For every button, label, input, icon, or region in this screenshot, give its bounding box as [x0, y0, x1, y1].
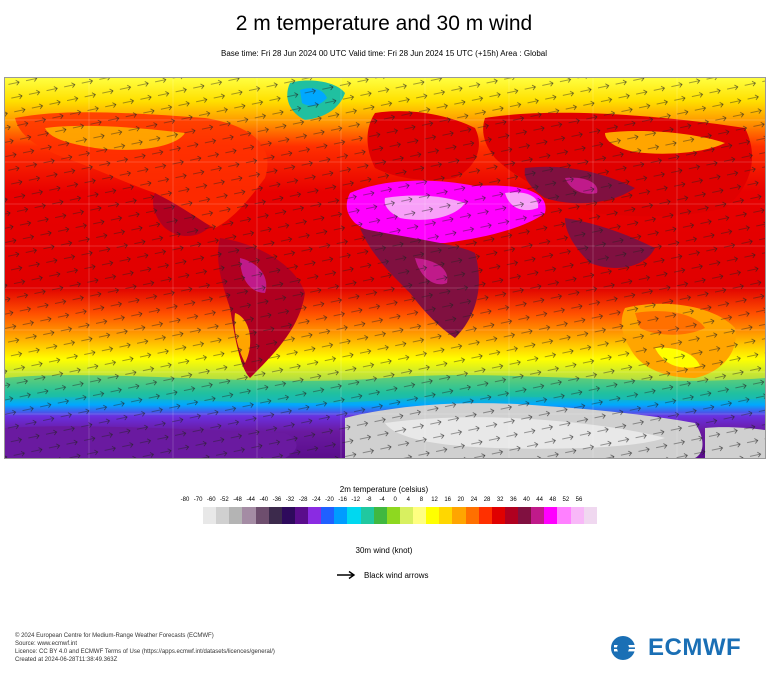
legend-tick: -52 [220, 497, 229, 503]
temperature-map[interactable] [4, 77, 766, 459]
legend-tick: -36 [272, 497, 282, 503]
legend-swatch [583, 507, 597, 524]
legend-swatch [373, 507, 387, 524]
legend-tick: -40 [259, 497, 269, 503]
legend-swatch [360, 507, 374, 524]
legend-swatch [242, 507, 256, 524]
legend-tick: 4 [406, 497, 410, 503]
legend-tick: -20 [325, 497, 334, 503]
legend-swatch [347, 507, 361, 524]
legend-swatch [399, 507, 413, 524]
legend-tick: -48 [233, 497, 242, 503]
legend-swatch [570, 507, 584, 524]
legend-swatch [531, 507, 545, 524]
legend-swatch [452, 507, 466, 524]
legend-swatch [439, 507, 453, 524]
logo-text: ECMWF [648, 634, 742, 661]
legend-tick: -12 [351, 497, 361, 503]
legend-swatch [203, 507, 217, 524]
legend-swatch [504, 507, 518, 524]
legend-tick: 32 [496, 497, 504, 503]
legend-swatch [544, 507, 558, 524]
legend-tick: 28 [483, 497, 491, 503]
legend-tick: -44 [246, 497, 255, 503]
legend-tick: -8 [366, 497, 372, 503]
arrow-icon [337, 570, 356, 580]
legend-tick: -16 [338, 497, 347, 503]
legend-swatch [229, 507, 243, 524]
ecmwf-logo-icon [611, 636, 640, 660]
legend-swatch [294, 507, 308, 524]
legend-swatch [426, 507, 440, 524]
legend-tick: 56 [575, 497, 583, 503]
legend-ticks: -80 -70 -60 -52 -48 -44 -40 -36 -32 -28 -24 -20 -16-… [181, 497, 585, 507]
legend-tick: 36 [509, 497, 517, 503]
legend-tick: -70 [193, 497, 203, 503]
wind-legend: Black wind arrows [336, 570, 428, 580]
footer-line: Created at 2024-06-28T11:38:49.363Z [15, 657, 118, 663]
legend-swatch [334, 507, 348, 524]
legend-tick: -28 [298, 497, 308, 503]
legend-tick: 48 [549, 497, 557, 503]
ecmwf-logo[interactable]: ECMWF [610, 634, 741, 662]
footer-line: © 2024 European Centre for Medium-Range … [15, 633, 214, 639]
legend-tick: 8 [419, 497, 424, 503]
legend-swatch [386, 507, 400, 524]
legend-tick: 20 [457, 497, 465, 503]
legend-tick: 40 [523, 497, 530, 503]
legend-tick: -32 [285, 497, 295, 503]
legend-swatch [557, 507, 571, 524]
legend-swatch [255, 507, 269, 524]
wind-arrow-label: Black wind arrows [364, 570, 429, 580]
legend-tick: 44 [536, 497, 543, 503]
legend-swatch [216, 507, 230, 524]
legend-tick: -60 [206, 497, 216, 503]
chart-title: 2 m temperature and 30 m wind [235, 12, 533, 35]
legend-tick: 16 [444, 497, 451, 503]
legend-swatch [268, 507, 282, 524]
legend-tick: 0 [393, 497, 397, 503]
legend-title: 2m temperature (celsius) [339, 485, 429, 494]
legend-tick: 52 [562, 497, 570, 503]
legend-swatch [321, 507, 335, 524]
legend-swatch [281, 507, 295, 524]
legend-tick: -24 [311, 497, 321, 503]
legend-swatch [413, 507, 427, 524]
legend-swatch [465, 507, 479, 524]
legend-color-bar [203, 507, 597, 524]
footer-line: Licence: CC BY 4.0 and ECMWF Terms of Us… [15, 649, 275, 655]
chart-subtitle: Base time: Fri 28 Jun 2024 00 UTC Valid … [220, 49, 547, 58]
legend-swatch [491, 507, 505, 524]
legend-swatch [518, 507, 532, 524]
footer-line: Source: www.ecmwf.int [15, 641, 78, 647]
legend-tick: 12 [431, 497, 438, 503]
footer-credits: © 2024 European Centre for Medium-Range … [15, 632, 275, 664]
legend-tick: -80 [180, 497, 190, 503]
wind-arrows-overlay [5, 78, 765, 458]
legend-tick: -4 [379, 497, 385, 503]
legend-tick: 24 [470, 497, 478, 503]
legend-swatch [308, 507, 322, 524]
legend-swatch [478, 507, 492, 524]
wind-legend-title: 30m wind (knot) [355, 546, 413, 555]
